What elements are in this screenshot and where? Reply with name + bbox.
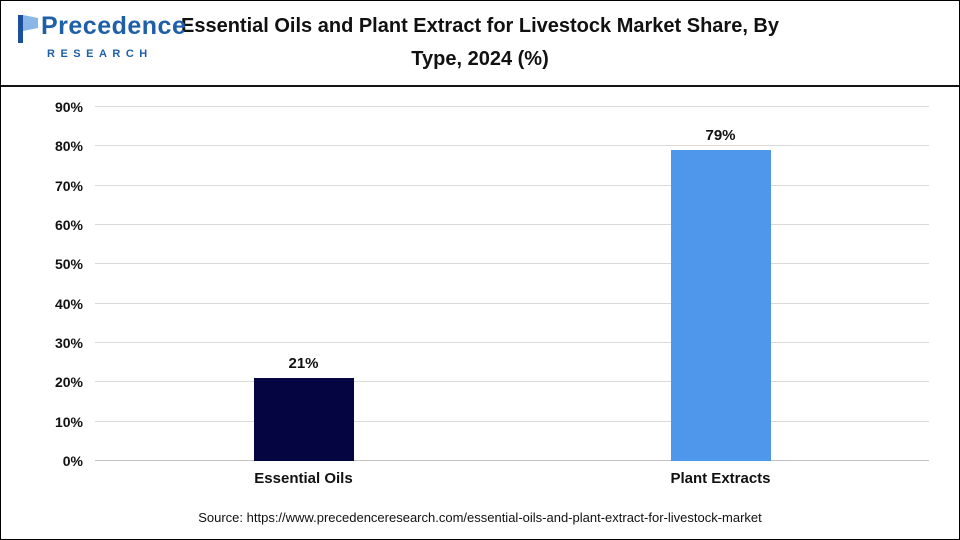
- logo-wordmark: Precedence: [17, 14, 186, 44]
- y-tick-label-0%: 0%: [62, 453, 83, 469]
- logo-brand-text: Precedence: [41, 12, 187, 40]
- y-tick-label-50%: 50%: [54, 256, 83, 273]
- y-tick-label-10%: 10%: [54, 413, 83, 430]
- x-axis-label-plant-extracts: Plant Extracts: [670, 470, 771, 487]
- chart-title-line1: Essential Oils and Plant Extract for Liv…: [181, 15, 779, 37]
- plot-area: 0% 10% 20% 30% 40% 50% 60% 70% 80% 90% 21% 79%: [55, 100, 929, 468]
- header: Precedence RESEARCH Essential Oils and P…: [1, 1, 959, 87]
- gridline-70%: [95, 184, 929, 186]
- gridline-90%: [95, 106, 929, 107]
- y-tick-label-70%: 70%: [54, 177, 83, 194]
- x-axis-label-essential-oils: Essential Oils: [254, 470, 353, 487]
- gridline-0%: [95, 460, 929, 461]
- gridline-60%: [95, 224, 929, 225]
- y-tick-label-90%: 90%: [54, 99, 83, 115]
- gridline-20%: [95, 381, 929, 383]
- bar-plant-extracts: [670, 150, 771, 461]
- footer: Source: https://www.precedenceresearch.c…: [1, 493, 959, 539]
- gridline-10%: [95, 420, 929, 422]
- bar-chart: 0% 10% 20% 30% 40% 50% 60% 70% 80% 90% 21% 79% Esse…: [1, 87, 959, 493]
- bar-group-essential-oils: 21%: [95, 107, 512, 461]
- y-tick-label-20%: 20%: [54, 374, 83, 391]
- bar-value-label-plant-extracts: 79%: [705, 127, 736, 145]
- bar-value-label-essential-oils: 21%: [288, 355, 319, 373]
- gridline-80%: [95, 145, 929, 147]
- chart-title-line2: Type, 2024 (%): [411, 48, 549, 70]
- logo-flag-icon: [18, 15, 38, 43]
- y-tick-label-30%: 30%: [54, 335, 83, 351]
- precedence-research-logo: Precedence RESEARCH: [17, 14, 186, 60]
- gridline-30%: [95, 342, 929, 343]
- bar-group-plant-extracts: 79%: [512, 107, 929, 461]
- gridline-40%: [95, 302, 929, 304]
- gridline-50%: [95, 263, 929, 265]
- y-tick-label-80%: 80%: [54, 138, 83, 155]
- y-tick-label-60%: 60%: [54, 217, 83, 233]
- bar-essential-oils: [253, 378, 354, 461]
- x-axis-labels: Essential Oils Plant Extracts: [95, 470, 929, 487]
- logo-sub-text: RESEARCH: [47, 48, 153, 60]
- bars-row: 21% 79%: [95, 107, 929, 461]
- y-tick-label-40%: 40%: [54, 295, 83, 312]
- chart-title: Essential Oils and Plant Extract for Liv…: [181, 10, 779, 76]
- source-text: Source: https://www.precedenceresearch.c…: [198, 510, 762, 525]
